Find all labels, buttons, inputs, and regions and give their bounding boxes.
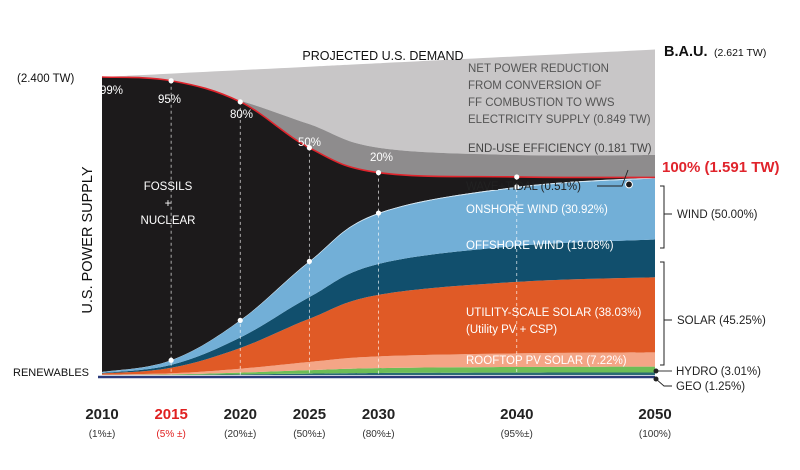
wind-bracket <box>660 185 665 249</box>
series-label-offshore-wind: OFFSHORE WIND (19.08%) <box>466 240 614 252</box>
renewable-dot-2030 <box>375 210 382 216</box>
x-tick-2025: 2025 <box>293 406 326 423</box>
series-label-rooftop-pv-solar: ROOFTOP PV SOLAR (7.22%) <box>466 355 627 367</box>
fossil-pct-2020: 80% <box>230 109 253 121</box>
x-sublabel-2050: (100%) <box>639 429 671 440</box>
bau-value-label: (2.621 TW) <box>714 47 766 59</box>
y-axis-label: U.S. POWER SUPPLY <box>80 166 96 314</box>
supply-dot-2020 <box>237 99 243 105</box>
series-sublabel-utility-solar: (Utility PV + CSP) <box>466 324 557 336</box>
x-axis: 2010 (1%±) 2015 (5% ±) 2020 (20%±) 2025 (50%±) 2… <box>85 406 671 440</box>
fossil-pct-2030: 20% <box>370 152 393 164</box>
labels-layer: 99% 95% 80% 50% 20% FOSSILS + NUCLEAR PROJECTED … <box>13 44 780 393</box>
group-label-wind: WIND (50.00%) <box>677 209 758 221</box>
series-label-wave-tidal: WAVE+TIDAL (0.51%) <box>466 181 581 193</box>
x-tick-2010: 2010 <box>85 406 118 423</box>
renewable-dot-2025 <box>306 258 312 264</box>
projected-demand-label: PROJECTED U.S. DEMAND <box>302 49 463 63</box>
end-use-efficiency-label: END-USE EFFICIENCY (0.181 TW) <box>468 143 652 155</box>
renewable-dot-2015 <box>168 357 174 363</box>
x-tick-2020: 2020 <box>224 406 257 423</box>
net-power-reduction-area <box>102 49 655 156</box>
supply-dot-2025 <box>306 145 312 151</box>
end-use-efficiency-area <box>102 77 655 178</box>
fossil-pct-2025: 50% <box>298 137 321 149</box>
x-sublabel-2030: (80%±) <box>362 429 394 440</box>
renewable-dot-2040 <box>514 184 520 190</box>
group-label-solar: SOLAR (45.25%) <box>677 315 766 327</box>
x-sublabel-2040: (95%±) <box>501 429 533 440</box>
supply-dot-2040 <box>514 174 520 180</box>
geo-leader <box>655 378 672 387</box>
marks-layer <box>98 76 672 387</box>
fossil-pct-2015: 95% <box>158 94 181 106</box>
x-sublabel-2020: (20%±) <box>224 429 256 440</box>
x-sublabel-2025: (50%±) <box>293 429 325 440</box>
supply-dot-2015 <box>168 78 174 84</box>
x-sublabel-2015: (5% ±) <box>156 429 185 440</box>
net-reduction-label-line-3: ELECTRICITY SUPPLY (0.849 TW) <box>468 114 651 126</box>
renewables-label: RENEWABLES <box>13 367 89 379</box>
wave-tidal-leader <box>597 169 629 187</box>
series-label-utility-scale-solar: UTILITY-SCALE SOLAR (38.03%) <box>466 307 642 319</box>
fossils-label-line-0: FOSSILS <box>144 181 193 193</box>
x-tick-2040: 2040 <box>500 406 533 423</box>
net-reduction-label-line-2: FF COMBUSTION TO WWS <box>468 97 615 109</box>
series-label-onshore-wind: ONSHORE WIND (30.92%) <box>466 204 608 216</box>
renewable-dot-2020 <box>237 317 243 323</box>
x-sublabel-2010: (1%±) <box>89 429 116 440</box>
total-wws-label: 100% (1.591 TW) <box>662 159 780 176</box>
label-geo: GEO (1.25%) <box>676 381 745 393</box>
x-tick-2050: 2050 <box>638 406 671 423</box>
supply-dot-2030 <box>375 170 382 176</box>
net-reduction-label-line-1: FROM CONVERSION OF <box>468 80 602 92</box>
x-tick-2030: 2030 <box>362 406 395 423</box>
label-hydro: HYDRO (3.01%) <box>676 366 761 378</box>
wave-tidal-dot <box>625 180 633 189</box>
fossils-label-line-2: NUCLEAR <box>141 215 196 227</box>
fossil-pct-2010: 99% <box>100 85 123 97</box>
bau-label: B.A.U. <box>664 44 708 60</box>
x-tick-2015: 2015 <box>154 406 187 423</box>
start-value-label: (2.400 TW) <box>17 73 74 85</box>
fossils-label-line-1: + <box>165 198 172 210</box>
net-reduction-label-line-0: NET POWER REDUCTION <box>468 63 609 75</box>
solar-bracket <box>660 261 665 366</box>
